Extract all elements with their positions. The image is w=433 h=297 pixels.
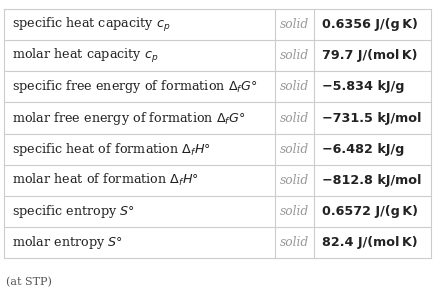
Text: specific heat of formation $\Delta_f H°$: specific heat of formation $\Delta_f H°$ (12, 141, 211, 158)
Text: (at STP): (at STP) (6, 277, 52, 287)
Text: solid: solid (280, 236, 309, 249)
Text: −6.482 kJ/g: −6.482 kJ/g (322, 143, 404, 156)
Text: molar heat capacity $c_p$: molar heat capacity $c_p$ (12, 47, 158, 65)
Text: solid: solid (280, 49, 309, 62)
Text: 0.6572 J/(g K): 0.6572 J/(g K) (322, 205, 418, 218)
Text: molar entropy $S°$: molar entropy $S°$ (12, 234, 123, 251)
Text: solid: solid (280, 18, 309, 31)
Text: solid: solid (280, 80, 309, 93)
Text: −812.8 kJ/mol: −812.8 kJ/mol (322, 174, 421, 187)
Text: molar free energy of formation $\Delta_f G°$: molar free energy of formation $\Delta_f… (12, 110, 246, 127)
Text: 79.7 J/(mol K): 79.7 J/(mol K) (322, 49, 417, 62)
Text: 82.4 J/(mol K): 82.4 J/(mol K) (322, 236, 417, 249)
Text: solid: solid (280, 205, 309, 218)
Text: −5.834 kJ/g: −5.834 kJ/g (322, 80, 404, 93)
Text: solid: solid (280, 112, 309, 124)
Text: solid: solid (280, 143, 309, 156)
Text: 0.6356 J/(g K): 0.6356 J/(g K) (322, 18, 417, 31)
Text: specific free energy of formation $\Delta_f G°$: specific free energy of formation $\Delt… (12, 78, 258, 95)
Text: specific entropy $S°$: specific entropy $S°$ (12, 203, 135, 220)
Text: molar heat of formation $\Delta_f H°$: molar heat of formation $\Delta_f H°$ (12, 172, 199, 189)
Text: −731.5 kJ/mol: −731.5 kJ/mol (322, 112, 421, 124)
Text: solid: solid (280, 174, 309, 187)
Text: specific heat capacity $c_p$: specific heat capacity $c_p$ (12, 15, 171, 34)
